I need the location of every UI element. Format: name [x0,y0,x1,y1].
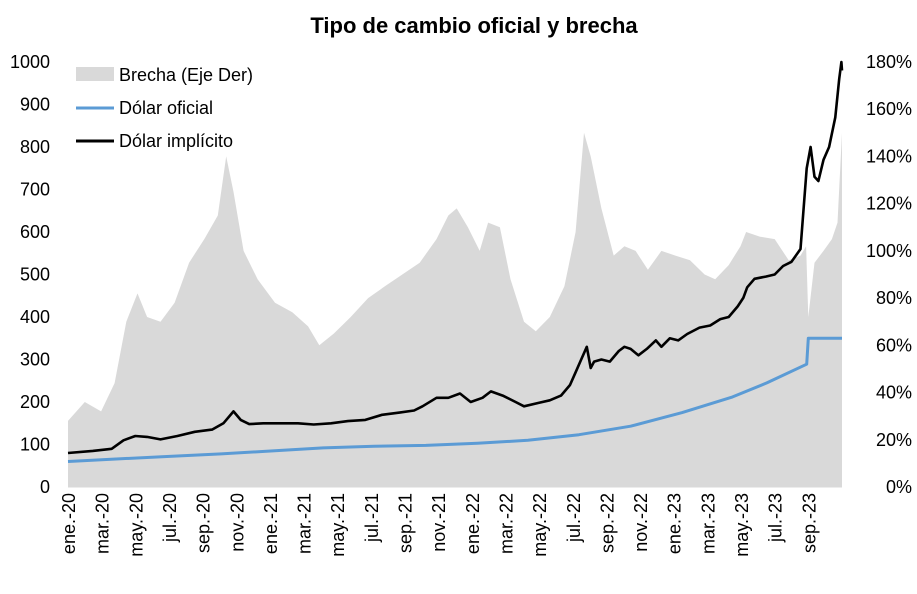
y-left-tick-label: 400 [20,307,50,327]
x-tick-label: mar.-20 [93,493,113,554]
y-left-tick-label: 100 [20,435,50,455]
legend-label: Brecha (Eje Der) [119,65,253,85]
x-tick-label: jul.-21 [362,493,382,543]
series-area-brecha-eje-der [68,132,842,488]
x-tick-label: may.-21 [328,493,348,557]
legend: Brecha (Eje Der) Dólar oficial Dólar implí… [76,65,253,151]
y-left-tick-label: 0 [40,477,50,497]
legend-label: Dólar oficial [119,98,213,118]
axes: 0 100 200 300 400 500 600 700 800 900 1000 0% 20% 40%… [10,52,912,557]
legend-label: Dólar implícito [119,131,233,151]
x-tick-label: nov.-20 [227,493,247,552]
x-tick-label: nov.-22 [631,493,651,552]
x-tick-label: sep.-21 [396,493,416,553]
x-tick-label: ene.-23 [665,493,685,554]
series-line-d-lar-oficial [67,336,842,463]
y-left-tick-label: 500 [20,265,50,285]
x-tick-label: sep.-20 [194,493,214,553]
x-tick-label: sep.-23 [799,493,819,553]
y-left-tick-label: 800 [20,137,50,157]
y-right-tick-label: 60% [876,335,912,355]
x-tick-label: mar.-23 [698,493,718,554]
y-left-tick-label: 900 [20,95,50,115]
series-line-d-lar-impl-cito [67,60,844,455]
x-tick-label: mar.-22 [497,493,517,554]
x-tick-label: jul.-22 [564,493,584,543]
y-right-tick-label: 120% [866,194,912,214]
y-left-tick-label: 1000 [10,52,50,72]
y-left-tick-label: 200 [20,392,50,412]
plot-area [67,60,844,488]
y-right-tick-label: 160% [866,99,912,119]
x-tick-label: jul.-20 [160,493,180,543]
y-left-tick-label: 700 [20,180,50,200]
y-left-tick-label: 600 [20,222,50,242]
x-tick-label: sep.-22 [597,493,617,553]
x-tick-label: may.-20 [126,493,146,557]
y-right-tick-label: 140% [866,146,912,166]
x-tick-label: nov.-21 [429,493,449,552]
y-left-tick-label: 300 [20,350,50,370]
y-right-tick-label: 0% [886,477,912,497]
x-tick-label: may.-22 [530,493,550,557]
x-tick-label: jul.-23 [766,493,786,543]
legend-swatch-area [76,67,114,81]
x-tick-label: may.-23 [732,493,752,557]
y-right-tick-label: 40% [876,383,912,403]
y-right-tick-label: 100% [866,241,912,261]
x-tick-label: ene.-20 [59,493,79,554]
chart-title: Tipo de cambio oficial y brecha [310,13,638,38]
x-tick-label: ene.-22 [463,493,483,554]
x-tick-label: mar.-21 [295,493,315,554]
x-tick-label: ene.-21 [261,493,281,554]
y-right-tick-label: 80% [876,288,912,308]
y-right-tick-label: 180% [866,52,912,72]
y-right-tick-label: 20% [876,430,912,450]
